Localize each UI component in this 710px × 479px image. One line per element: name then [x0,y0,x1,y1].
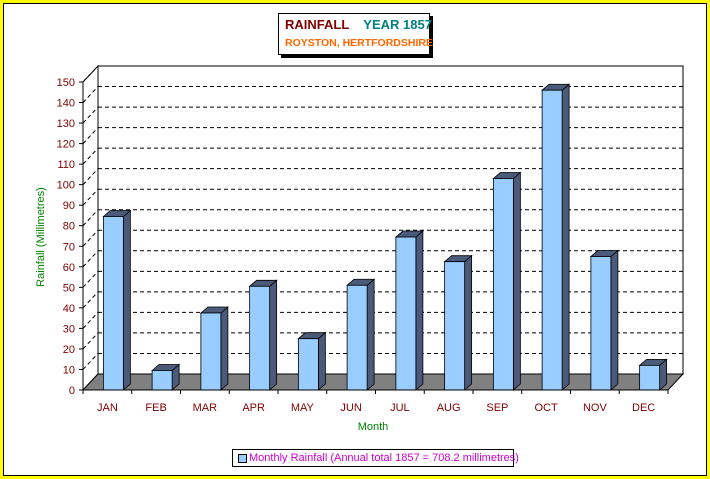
chart-title: RAINFALL [285,17,350,32]
y-axis: 0 10 20 30 40 50 60 70 80 90 100 110 120 130 140 150 [57,77,84,397]
chart-title-year: YEAR 1857 [363,17,432,32]
gridline-diagonal [82,229,99,247]
bar [541,83,571,391]
y-tick-label: 50 [63,282,75,294]
bar-front [492,178,514,391]
legend-swatch [238,454,247,463]
gridline-diagonal [82,127,99,144]
bar-side [561,83,570,391]
bar-front [444,261,466,391]
x-tick-label: AUG [437,402,461,414]
gridline-diagonal [82,86,99,103]
gridline-diagonal [82,312,99,329]
bar [394,230,424,391]
gridline-diagonal [82,209,99,227]
bar-front [151,370,173,391]
y-tick-label: 100 [57,180,75,192]
bar-front [297,338,319,391]
bar [297,331,327,391]
bar-side [122,209,131,391]
y-tick-label: 150 [57,77,75,89]
bar-front [541,89,563,391]
y-tick-label: 80 [63,221,75,233]
bar-side [269,279,278,391]
y-tick-label: 90 [63,200,75,212]
bar-front [590,256,612,391]
bar-side [512,171,521,391]
y-axis-label: Rainfall (Millimetres) [35,187,47,287]
bar [638,358,668,391]
bar [346,278,376,391]
bar-front [639,364,661,391]
bar-front [249,285,271,391]
bar [589,249,619,391]
bar-side [610,249,619,391]
bar [443,254,473,391]
gridline-diagonal [82,353,99,370]
bar-side [415,230,424,391]
x-axis-label: Month [358,421,389,433]
gridline-diagonal [82,250,99,268]
gridline-diagonal [82,106,99,124]
chart-title-box: RAINFALL YEAR 1857 ROYSTON, HERTFORDSHIRE [278,13,433,55]
x-tick-label: MAR [193,402,218,414]
gridline-diagonal [82,270,99,288]
y-tick-label: 20 [63,344,75,356]
bar [199,306,229,391]
y-tick-label: 140 [57,98,75,110]
gridline-diagonal [82,168,99,186]
bar-front [200,312,222,391]
bar [248,279,278,391]
y-tick-label: 130 [57,118,75,130]
x-tick-label: JAN [97,402,118,414]
y-tick-label: 110 [57,159,75,171]
bars [102,83,668,391]
gridlines [82,65,683,370]
x-tick-label: NOV [583,402,608,414]
bar-front [395,236,417,391]
bar-side [366,278,375,391]
bar-side [464,254,473,391]
y-tick-label: 120 [57,139,75,151]
legend: Monthly Rainfall (Annual total 1857 = 70… [232,449,519,467]
x-tick-label: APR [242,402,265,414]
chart-subtitle: ROYSTON, HERTFORDSHIRE [285,37,433,49]
x-tick-label: SEP [486,402,508,414]
y-tick-label: 70 [63,241,75,253]
gridline-diagonal [82,291,99,309]
x-tick-label: DEC [632,402,655,414]
bar [102,209,132,391]
gridline-diagonal [82,65,99,83]
gridline-diagonal [82,147,99,165]
y-tick-label: 60 [63,262,75,274]
bar [151,363,181,391]
gridline-diagonal [82,188,99,206]
bar [492,171,522,391]
x-tick-label: OCT [535,402,559,414]
y-tick-label: 40 [63,303,75,315]
x-axis: JAN FEB MAR APR MAY JUN JUL AUG SEP OCT NOV DEC [82,389,669,414]
legend-entry: Monthly Rainfall (Annual total 1857 = 70… [249,452,519,464]
x-tick-label: JUN [340,402,361,414]
x-tick-label: MAY [291,402,315,414]
bar-side [317,331,326,391]
bar-side [220,306,229,391]
y-tick-label: 30 [63,323,75,335]
x-tick-label: FEB [145,402,166,414]
y-tick-label: 10 [63,364,75,376]
bar-front [346,284,368,391]
gridline-diagonal [82,332,99,350]
y-tick-label: 0 [69,385,75,397]
bar-front [102,216,124,391]
x-tick-label: JUL [390,402,410,414]
